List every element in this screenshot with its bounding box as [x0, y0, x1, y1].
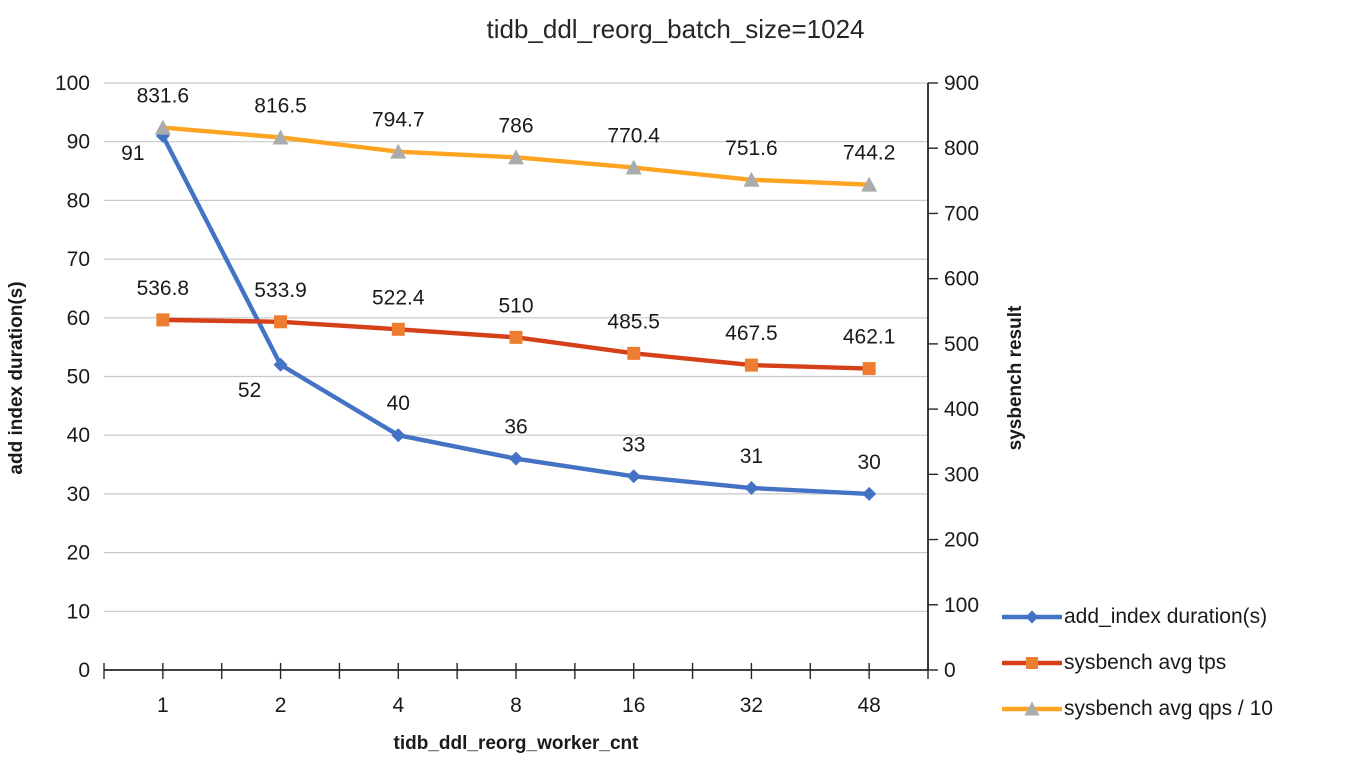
triangle-marker-icon — [272, 129, 289, 145]
legend-key-icon — [1002, 657, 1062, 669]
legend: add_index duration(s) sysbench avg tps sys… — [1002, 602, 1347, 740]
data-label: 786 — [498, 114, 533, 137]
legend-item-2: sysbench avg qps / 10 — [1002, 694, 1347, 724]
series-2: 831.6 816.5 794.7 786 770.4 751.6 744.2 — [137, 85, 896, 192]
diamond-marker-icon — [1025, 610, 1039, 624]
diamond-marker-icon — [509, 451, 523, 466]
legend-item-1: sysbench avg tps — [1002, 648, 1347, 678]
right-tick-label: 300 — [944, 463, 979, 486]
left-y-axis: 0 10 20 30 40 50 60 70 80 90 100 — [55, 72, 90, 682]
x-tick-label: 32 — [740, 694, 763, 717]
gridlines — [104, 82, 928, 612]
data-label: 30 — [857, 451, 880, 474]
legend-key-icon — [1002, 701, 1062, 716]
data-label: 33 — [622, 433, 645, 456]
left-tick-label: 20 — [67, 542, 90, 565]
right-tick-label: 900 — [944, 72, 979, 95]
left-tick-label: 10 — [67, 600, 90, 623]
triangle-marker-icon — [390, 143, 407, 159]
triangle-marker-icon — [861, 176, 878, 192]
diamond-marker-icon — [626, 469, 641, 484]
x-tick-label: 2 — [275, 694, 287, 717]
data-label: 91 — [121, 142, 144, 165]
chart-title: tidb_ddl_reorg_batch_size=1024 — [486, 14, 865, 44]
data-label: 462.1 — [843, 326, 896, 349]
triangle-marker-icon — [625, 159, 642, 175]
right-tick-label: 700 — [944, 202, 979, 225]
square-marker-icon — [156, 313, 170, 327]
left-tick-label: 100 — [55, 72, 90, 95]
data-label: 751.6 — [725, 137, 778, 160]
x-axis: 1 2 4 8 16 32 48 — [103, 663, 929, 717]
x-tick-label: 8 — [510, 694, 522, 717]
x-tick-label: 16 — [622, 694, 645, 717]
right-tick-label: 600 — [944, 268, 979, 291]
triangle-marker-icon — [508, 149, 524, 165]
left-tick-label: 50 — [67, 366, 90, 389]
right-y-axis: 0 100 200 300 400 500 600 700 800 900 — [927, 72, 979, 682]
diamond-marker-icon — [391, 428, 406, 443]
x-tick-label: 1 — [157, 694, 169, 717]
data-label: 52 — [238, 379, 261, 402]
series-0: 91 52 40 36 33 31 30 — [121, 128, 881, 501]
data-label: 510 — [498, 294, 533, 317]
data-label: 533.9 — [254, 279, 307, 302]
left-axis-title: add index duration(s) — [6, 281, 27, 475]
right-tick-label: 0 — [944, 659, 956, 682]
data-label: 744.2 — [843, 142, 896, 165]
left-tick-label: 0 — [78, 659, 90, 682]
data-label: 770.4 — [607, 125, 660, 148]
legend-key-icon — [1002, 610, 1062, 624]
diamond-marker-icon — [273, 357, 288, 372]
square-marker-icon — [509, 330, 523, 344]
left-tick-label: 60 — [67, 307, 90, 330]
right-tick-label: 400 — [944, 398, 979, 421]
left-tick-label: 70 — [67, 248, 90, 271]
data-label: 467.5 — [725, 322, 778, 345]
square-marker-icon — [274, 315, 288, 329]
x-axis-title: tidb_ddl_reorg_worker_cnt — [393, 733, 639, 754]
data-label: 522.4 — [372, 286, 425, 309]
legend-label: sysbench avg qps / 10 — [1064, 697, 1273, 720]
square-marker-icon — [862, 362, 876, 376]
data-label: 31 — [740, 445, 763, 468]
square-marker-icon — [391, 322, 405, 336]
square-marker-icon — [744, 358, 758, 372]
diamond-marker-icon — [862, 486, 877, 501]
square-marker-icon — [627, 346, 641, 360]
data-label: 485.5 — [607, 310, 660, 333]
data-label: 831.6 — [137, 85, 190, 108]
right-tick-label: 100 — [944, 594, 979, 617]
diamond-marker-icon — [744, 481, 759, 496]
x-tick-label: 4 — [392, 694, 404, 717]
right-tick-label: 200 — [944, 529, 979, 552]
left-tick-label: 40 — [67, 424, 90, 447]
right-axis-title: sysbench result — [1005, 305, 1026, 451]
series-1: 536.8 533.9 522.4 510 485.5 467.5 462.1 — [137, 277, 896, 376]
legend-label: sysbench avg tps — [1064, 651, 1227, 674]
left-tick-label: 80 — [67, 189, 90, 212]
left-tick-label: 30 — [67, 483, 90, 506]
right-tick-label: 800 — [944, 137, 979, 160]
square-marker-icon — [1026, 657, 1038, 669]
triangle-marker-icon — [743, 171, 760, 187]
left-tick-label: 90 — [67, 131, 90, 154]
triangle-marker-icon — [1024, 701, 1040, 716]
data-label: 36 — [504, 416, 527, 439]
legend-label: add_index duration(s) — [1064, 605, 1268, 628]
data-label: 794.7 — [372, 109, 425, 132]
triangle-marker-icon — [154, 119, 171, 135]
data-label: 536.8 — [137, 277, 190, 300]
right-tick-label: 500 — [944, 333, 979, 356]
data-label: 816.5 — [254, 94, 307, 117]
data-label: 40 — [387, 392, 410, 415]
x-tick-label: 48 — [857, 694, 880, 717]
legend-item-0: add_index duration(s) — [1002, 602, 1347, 632]
